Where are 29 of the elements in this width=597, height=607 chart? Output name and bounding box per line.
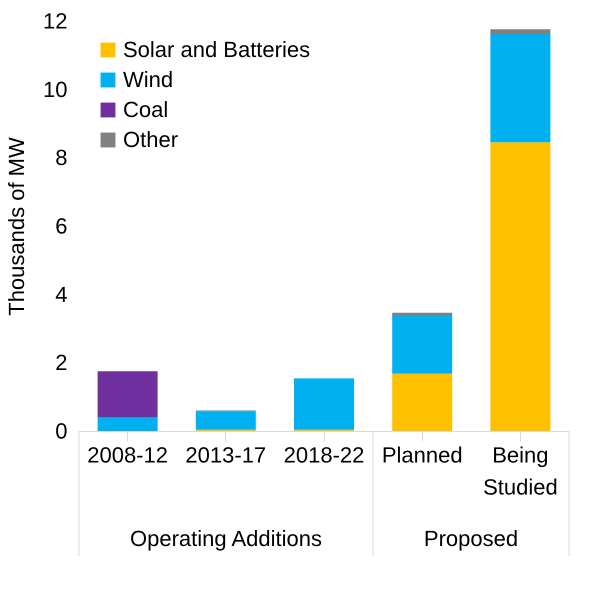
legend-label: Solar and Batteries xyxy=(123,37,310,62)
x-tick-label: Being Studied xyxy=(483,442,558,500)
bar xyxy=(392,316,452,374)
y-tick-label: 6 xyxy=(55,214,68,238)
legend-label: Other xyxy=(123,127,178,152)
y-axis-title: Thousands of MW xyxy=(4,137,30,316)
bar xyxy=(490,142,550,431)
text: Proposed xyxy=(424,526,518,551)
x-tick-label: 2018-22 xyxy=(284,442,364,468)
bar xyxy=(490,34,550,142)
y-tick-label: 0 xyxy=(55,418,68,444)
bar xyxy=(392,374,452,431)
x-tick-label: 2008-12 xyxy=(87,442,168,468)
y-tick-label: 8 xyxy=(55,145,68,170)
y-tick-label: 4 xyxy=(55,282,68,307)
legend-label: Coal xyxy=(123,97,168,122)
y-tick-label: 12 xyxy=(43,8,68,34)
y-tick-label: 10 xyxy=(43,76,68,102)
bar xyxy=(98,417,158,431)
bar xyxy=(490,29,550,34)
bar xyxy=(98,371,158,418)
bar xyxy=(392,312,452,316)
text: Operating Additions xyxy=(130,526,322,551)
x-tick-label: 2013-17 xyxy=(185,442,266,468)
bar xyxy=(294,378,354,430)
x-tick-label: Planned xyxy=(382,442,463,468)
legend-label: Wind xyxy=(123,67,174,92)
y-tick-label: 2 xyxy=(55,350,68,376)
bar xyxy=(196,411,256,430)
